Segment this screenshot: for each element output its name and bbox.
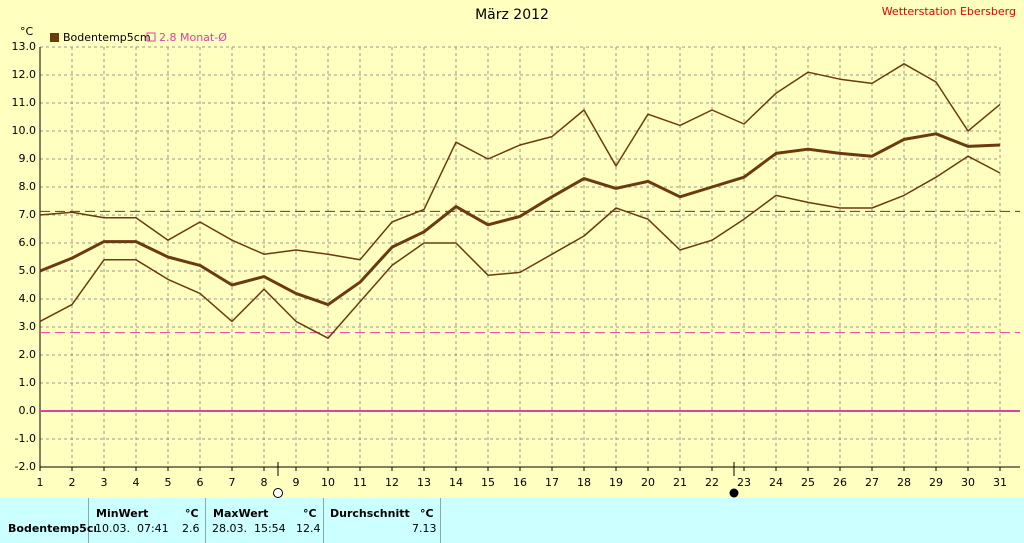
- header: °C: [420, 507, 434, 520]
- cell: 28.03. 15:54: [212, 522, 286, 535]
- x-tick-label: 1: [37, 476, 44, 489]
- station: Wetterstation Ebersberg: [882, 5, 1016, 18]
- x-tick-label: 28: [897, 476, 911, 489]
- chart: März 2012 Wetterstation Ebersberg °C Bod…: [12, 5, 1020, 498]
- x-tick-label: 14: [449, 476, 463, 489]
- chart-title: März 2012: [475, 7, 549, 23]
- header: °C: [303, 507, 317, 520]
- x-tick-label: 5: [165, 476, 172, 489]
- separator: [440, 498, 441, 543]
- x-tick-label: 3: [101, 476, 108, 489]
- x-tick-label: 26: [833, 476, 847, 489]
- x-tick-label: 29: [929, 476, 943, 489]
- moon-icon: [729, 488, 739, 498]
- legend-label: Bodentemp5cm: [63, 31, 151, 44]
- x-tick-label: 15: [481, 476, 495, 489]
- separator: [205, 498, 206, 543]
- x-tick-label: 30: [961, 476, 975, 489]
- separator: [323, 498, 324, 543]
- cell: 7.13: [412, 522, 437, 535]
- x-tick-label: 9: [293, 476, 300, 489]
- x-tick-label: 13: [417, 476, 431, 489]
- max-line: [39, 63, 1001, 261]
- x-tick-label: 27: [865, 476, 879, 489]
- y-tick-label: 6.0: [19, 236, 37, 249]
- x-tick-label: 6: [197, 476, 204, 489]
- x-tick-label: 10: [321, 476, 335, 489]
- cell: 2.6: [182, 522, 200, 535]
- y-tick-label: 12.0: [12, 68, 37, 81]
- y-tick-label: 3.0: [19, 320, 37, 333]
- header: MinWert: [96, 507, 149, 520]
- x-tick-label: 12: [385, 476, 399, 489]
- y-tick-label: -2.0: [15, 460, 36, 473]
- y-unit: °C: [20, 25, 34, 38]
- moon-icon: [273, 488, 283, 498]
- x-tick-label: 16: [513, 476, 527, 489]
- legend-swatch: [50, 33, 59, 42]
- row-label: Bodentemp5cm: [8, 522, 96, 535]
- y-tick-label: 13.0: [12, 40, 37, 53]
- x-tick-label: 7: [229, 476, 236, 489]
- y-tick-label: 2.0: [19, 348, 37, 361]
- y-tick-label: 4.0: [19, 292, 37, 305]
- cell: 10.03. 07:41: [95, 522, 169, 535]
- y-tick-label: 7.0: [19, 208, 37, 221]
- x-tick-label: 11: [353, 476, 367, 489]
- legend-label: 2.8 Monat-Ø: [159, 31, 227, 44]
- x-tick-label: 20: [641, 476, 655, 489]
- y-tick-label: 8.0: [19, 180, 37, 193]
- y-tick-label: 1.0: [19, 376, 37, 389]
- y-tick-label: -1.0: [15, 432, 36, 445]
- x-tick-label: 19: [609, 476, 623, 489]
- x-tick-label: 8: [261, 476, 268, 489]
- x-tick-label: 24: [769, 476, 783, 489]
- x-tick-label: 22: [705, 476, 719, 489]
- y-tick-label: 11.0: [12, 96, 37, 109]
- x-tick-label: 25: [801, 476, 815, 489]
- x-tick-label: 2: [69, 476, 76, 489]
- legend-swatch: [146, 32, 156, 42]
- y-tick-label: 0.0: [19, 404, 37, 417]
- x-tick-label: 17: [545, 476, 559, 489]
- cell: 12.4: [296, 522, 321, 535]
- x-tick-label: 21: [673, 476, 687, 489]
- header: °C: [185, 507, 199, 520]
- stats-table: MinWert °C MaxWert °C Durchschnitt °C Bo…: [0, 498, 1024, 543]
- header: Durchschnitt: [330, 507, 410, 520]
- x-tick-label: 31: [993, 476, 1007, 489]
- y-tick-label: 5.0: [19, 264, 37, 277]
- series-line: [39, 132, 1001, 307]
- separator: [88, 498, 89, 543]
- min-line: [39, 155, 1001, 339]
- x-tick-label: 18: [577, 476, 591, 489]
- x-tick-label: 23: [737, 476, 751, 489]
- y-tick-label: 9.0: [19, 152, 37, 165]
- y-tick-label: 10.0: [12, 124, 37, 137]
- header: MaxWert: [213, 507, 269, 520]
- x-tick-label: 4: [133, 476, 140, 489]
